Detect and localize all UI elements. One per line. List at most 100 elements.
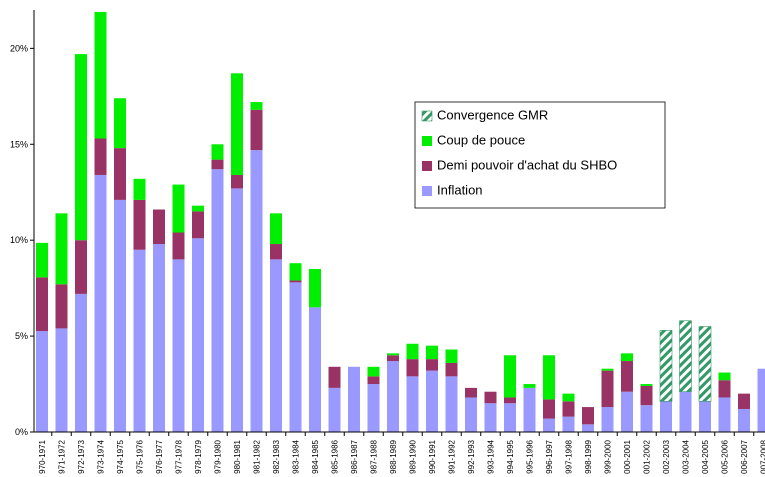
bar-segment xyxy=(133,249,146,432)
bar-segment xyxy=(601,407,614,432)
bar-segment xyxy=(640,384,653,386)
bar-segment xyxy=(504,355,516,398)
bar-segment xyxy=(231,73,243,175)
bar-segment xyxy=(114,199,126,432)
bar-segment xyxy=(367,366,380,377)
x-tick-label: 982-1983 xyxy=(272,439,281,473)
bar-segment xyxy=(270,244,282,260)
bar-segment xyxy=(562,393,575,402)
bar-segment xyxy=(445,362,458,377)
bar-segment xyxy=(55,284,68,329)
bar-segment xyxy=(231,174,243,189)
bar-segment xyxy=(328,366,341,388)
x-tick-label: 006-2007 xyxy=(740,439,749,473)
bar-segment xyxy=(543,355,555,400)
bar-segment xyxy=(543,399,555,419)
x-tick-label: 001-2002 xyxy=(643,439,652,473)
x-tick-label: 976-1977 xyxy=(155,439,164,473)
bar-segment xyxy=(406,376,419,432)
bar-segment xyxy=(250,102,263,110)
bar-segment xyxy=(601,368,614,371)
bar-segment xyxy=(36,331,48,432)
x-tick-label: 984-1985 xyxy=(311,439,320,473)
bar-segment xyxy=(289,263,302,281)
bar-segment xyxy=(192,205,204,212)
bar-segment xyxy=(55,213,68,285)
bar-segment xyxy=(679,391,692,432)
legend-swatch xyxy=(422,161,432,171)
bar-segment xyxy=(270,259,282,432)
bar-segment xyxy=(426,359,438,371)
x-tick-label: 995-1996 xyxy=(526,439,535,473)
bar-segment xyxy=(640,385,653,406)
bar-segment xyxy=(601,370,614,408)
x-tick-label: 004-2005 xyxy=(701,439,710,473)
x-tick-label: 980-1981 xyxy=(233,439,242,473)
legend-swatch xyxy=(421,110,433,122)
bar-segment xyxy=(562,401,575,417)
y-tick-label: 0% xyxy=(15,427,28,437)
bar-segment xyxy=(582,407,594,425)
bar-segment xyxy=(504,403,516,432)
bar-segment xyxy=(621,353,633,362)
x-tick-label: 994-1995 xyxy=(506,439,515,473)
legend-label: Inflation xyxy=(437,182,483,197)
bar-segment xyxy=(75,240,87,294)
legend-swatch xyxy=(422,136,432,146)
bar-segment xyxy=(114,98,126,149)
y-tick-label: 10% xyxy=(10,235,28,245)
x-tick-label: 002-2003 xyxy=(662,439,671,473)
y-tick-label: 15% xyxy=(10,139,28,149)
bar-segment xyxy=(465,397,477,432)
bar-segment xyxy=(172,232,185,260)
bar-segment xyxy=(543,418,555,432)
x-tick-label: 983-1984 xyxy=(292,439,301,473)
bar-segment xyxy=(250,109,263,151)
bar-segment xyxy=(133,178,146,200)
x-tick-label: 991-1992 xyxy=(448,439,457,473)
legend: Convergence GMR Coup de pouce Demi pouvoir… xyxy=(414,101,666,209)
bar-segment xyxy=(718,372,731,381)
x-tick-label: 979-1980 xyxy=(214,439,223,473)
x-tick-label: 973-1974 xyxy=(97,439,106,473)
legend-box xyxy=(414,101,666,209)
bar-segment xyxy=(94,174,107,433)
x-tick-label: 974-1975 xyxy=(116,439,125,473)
bar-segment xyxy=(133,199,146,250)
bar-segment xyxy=(659,330,673,402)
bar-segment xyxy=(172,259,185,432)
x-tick-label: 005-2006 xyxy=(721,439,730,473)
x-tick-label: 992-1993 xyxy=(467,439,476,473)
legend-label: Convergence GMR xyxy=(437,107,548,122)
bar-segment xyxy=(309,268,321,308)
bar-segment xyxy=(94,138,107,175)
bar-segment xyxy=(406,343,419,360)
x-tick-label: 978-1979 xyxy=(194,439,203,473)
x-tick-label: 997-1998 xyxy=(565,439,574,473)
bar-segment xyxy=(192,211,204,239)
bar-segment xyxy=(36,242,48,278)
x-tick-label: 989-1990 xyxy=(409,439,418,473)
bar-segment xyxy=(562,416,575,432)
bar-segment xyxy=(523,387,536,432)
bar-segment xyxy=(582,424,594,432)
x-tick-label: 996-1997 xyxy=(545,439,554,473)
x-tick-label: 998-1999 xyxy=(584,439,593,473)
x-tick-label: 007-2008 xyxy=(760,439,765,473)
x-tick-label: 987-1988 xyxy=(370,439,379,473)
bar-segment xyxy=(699,401,711,432)
bar-segment xyxy=(289,280,302,283)
legend-label: Coup de pouce xyxy=(437,132,525,147)
x-tick-label: 972-1973 xyxy=(77,439,86,473)
y-tick-label: 5% xyxy=(15,331,28,341)
x-tick-label: 977-1978 xyxy=(175,439,184,473)
bar-segment xyxy=(406,359,419,377)
bar-segment xyxy=(250,150,263,432)
bar-segment xyxy=(75,54,87,241)
bar-segment xyxy=(387,361,399,432)
bar-segment xyxy=(640,405,653,432)
bar-segment xyxy=(757,368,765,432)
y-tick-label: 20% xyxy=(10,43,28,53)
bar-segment xyxy=(387,355,399,362)
